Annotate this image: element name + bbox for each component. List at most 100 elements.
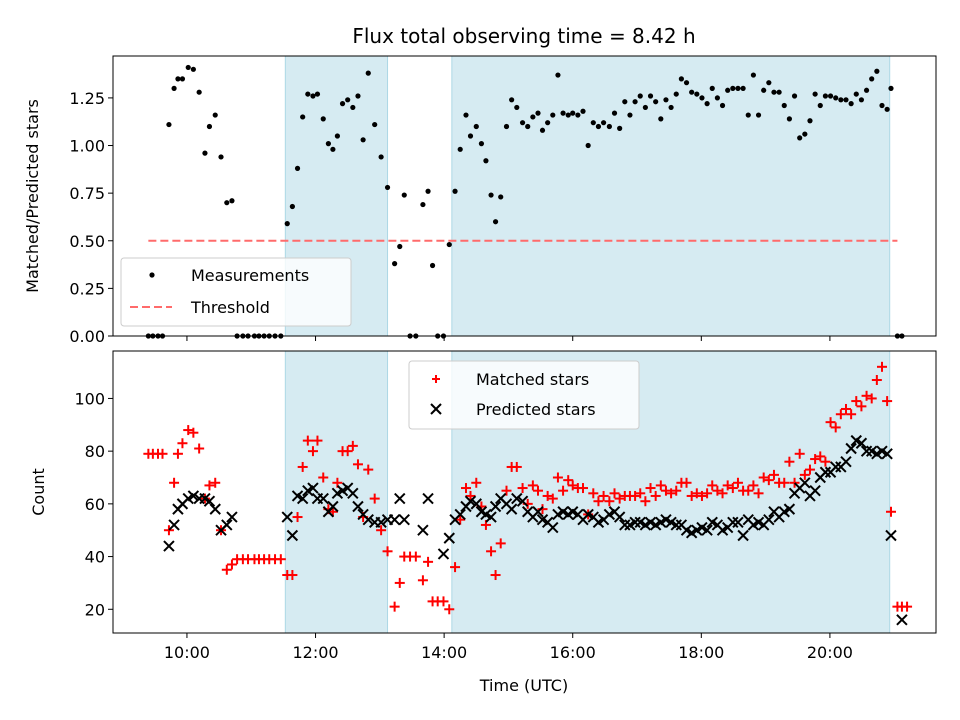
measurement-point [663, 97, 669, 103]
measurement-point [658, 116, 664, 122]
matched-star-marker [552, 472, 563, 483]
predicted-marker-b [475, 506, 488, 518]
measurement-point [530, 114, 536, 120]
predicted-marker-b [522, 506, 534, 518]
matched-star-marker [902, 601, 913, 612]
measurement-point [397, 243, 403, 250]
predicted-marker-b [845, 442, 857, 455]
x-tick-label: 10:00 [164, 643, 210, 662]
matched-star-marker [691, 488, 702, 499]
predicted-star-marker [613, 511, 626, 523]
predicted-star-marker [732, 516, 744, 529]
measurement-point [632, 99, 638, 105]
predicted-star-marker [388, 513, 401, 526]
matched-star-marker [856, 401, 867, 412]
matched-star-marker [312, 435, 323, 446]
top-y-axis-label: Matched/Predicted stars [23, 99, 42, 293]
predicted-marker-b [495, 492, 507, 505]
predicted-marker-b [296, 492, 309, 505]
predicted-marker-b [629, 516, 641, 529]
predicted-marker-b [799, 477, 811, 489]
matched-star-marker [352, 459, 363, 470]
measurement-point [514, 104, 520, 111]
y-tick-label: 1.25 [69, 89, 105, 108]
measurement-point [452, 188, 458, 194]
matched-star-marker [438, 596, 449, 607]
measurement-point [190, 66, 196, 72]
measurement-point [457, 146, 463, 152]
measurement-point [498, 194, 504, 200]
predicted-marker-b [489, 500, 502, 513]
bottom-legend-box [408, 360, 640, 430]
measurement-point [709, 85, 715, 91]
predicted-marker-b [536, 513, 549, 526]
y-tick-label: 0.25 [69, 279, 105, 298]
predicted-marker-b [470, 498, 482, 510]
measurement-point [888, 85, 894, 91]
predicted-marker-b [547, 521, 559, 534]
measurement-point [378, 154, 384, 160]
measurement-point [284, 221, 290, 227]
predicted-marker-b [582, 508, 594, 521]
measurement-point [539, 127, 546, 133]
measurement-point [463, 112, 469, 118]
measurement-point [714, 95, 720, 101]
matched-star-marker [318, 472, 329, 483]
measurement-point [704, 101, 710, 107]
predicted-marker-b [608, 506, 621, 518]
predicted-star-marker [881, 448, 893, 460]
predicted-star-marker [443, 532, 455, 544]
matched-star-marker [177, 438, 188, 449]
predicted-marker-b [203, 495, 216, 507]
matched-star-marker [660, 485, 671, 496]
matched-star-marker [194, 443, 205, 454]
measurement-point [509, 97, 515, 103]
measurement-point [420, 201, 426, 208]
predicted-marker-b [286, 529, 299, 542]
predicted-marker-b [221, 519, 233, 531]
measurement-point [425, 188, 431, 194]
measurement-point [314, 91, 321, 97]
predicted-star-marker [532, 506, 544, 518]
matched-star-marker [768, 469, 779, 480]
predicted-star-marker [398, 513, 410, 526]
matched-star-marker [567, 480, 578, 491]
measurement-point [653, 99, 659, 105]
measurement-point [735, 85, 741, 91]
measurement-point [637, 93, 643, 99]
bottom-y-axis: 20 40 60 80 100 [74, 389, 113, 619]
predicted-star-marker [489, 500, 502, 513]
matched-star-marker [376, 525, 387, 536]
matched-star-marker [183, 425, 194, 436]
predicted-marker-b [572, 508, 584, 521]
matched-star-marker [630, 490, 641, 501]
measurement-point [858, 97, 865, 103]
matched-star-marker [423, 556, 434, 567]
matched-star-marker [866, 393, 877, 404]
predicted-star-marker [470, 498, 482, 510]
predicted-star-marker [327, 500, 339, 513]
matched-star-marker [292, 512, 303, 523]
predicted-marker-b [541, 516, 554, 529]
measurement-point [492, 219, 499, 225]
predicted-star-marker [187, 490, 200, 502]
matched-star-marker [537, 504, 548, 515]
matched-star-marker [885, 506, 896, 517]
measurement-point [776, 89, 782, 95]
predicted-marker-b [417, 524, 429, 536]
measurement-point [683, 80, 690, 86]
measurement-point [791, 93, 798, 99]
matched-star-marker [609, 488, 620, 499]
matched-star-marker [640, 496, 651, 507]
measurement-point [325, 141, 331, 147]
predicted-marker-b [850, 434, 862, 447]
matched-star-marker [840, 403, 851, 414]
predicted-marker-b [500, 498, 513, 510]
measurement-point [384, 184, 391, 191]
predicted-marker-b [485, 511, 497, 523]
matched-star-marker [444, 604, 455, 615]
measurement-point [590, 120, 596, 126]
matched-star-marker [410, 551, 421, 562]
matched-star-marker [382, 546, 393, 557]
matched-star-marker [547, 493, 558, 504]
